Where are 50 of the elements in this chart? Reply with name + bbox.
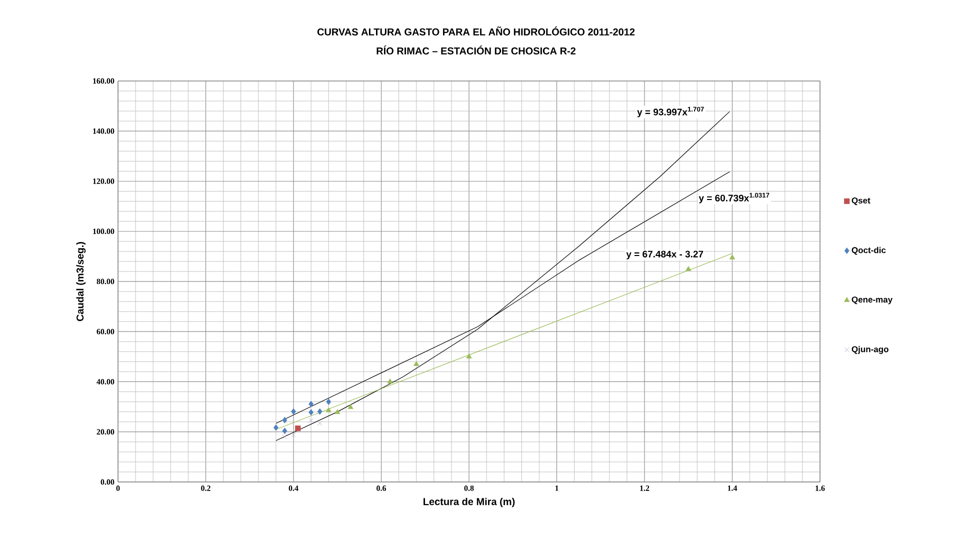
chart-subtitle: RÍO RIMAC – ESTACIÓN DE CHOSICA R-2 xyxy=(376,46,576,54)
y-tick-label: 80.00 xyxy=(96,278,114,284)
annotation: y = 93.997x$^{1.707}$ xyxy=(637,106,704,118)
y-tick-label: 20.00 xyxy=(96,429,114,435)
annotation: y = 67.484x - 3.27 xyxy=(626,250,704,260)
point xyxy=(282,428,288,434)
legend-label: Qjun-ago xyxy=(852,346,888,354)
point xyxy=(291,432,296,438)
y-tick-label: 60.00 xyxy=(96,328,114,334)
point xyxy=(282,416,288,424)
chart-title: CURVAS ALTURA GASTO PARA EL AÑO HIDROLÓGICO 2011-2012 xyxy=(317,26,635,36)
x-tick-label: 0.2 xyxy=(201,486,210,491)
y-tick-label: 0.00 xyxy=(100,479,114,485)
y-tick-label: 40.00 xyxy=(96,379,114,384)
point xyxy=(291,408,296,415)
point xyxy=(466,353,472,358)
legend-label: Qoct-dic xyxy=(852,246,886,255)
x-tick-label: 0 xyxy=(116,486,120,491)
point xyxy=(348,404,354,409)
y-tick-label: 100.00 xyxy=(93,228,114,234)
point xyxy=(295,426,301,432)
legend-label: Qene-may xyxy=(852,296,893,304)
x-axis-title: Lectura de Mira (m) xyxy=(424,498,515,508)
point xyxy=(414,360,420,366)
x-tick-label: 1 xyxy=(555,486,558,491)
annotation: y = 60.739x$^{1.0317}$ xyxy=(698,192,770,204)
point xyxy=(308,400,314,408)
point xyxy=(334,409,340,414)
point xyxy=(729,254,736,260)
legend-label: Qset xyxy=(852,197,870,206)
point xyxy=(326,398,332,405)
point xyxy=(686,266,692,271)
x-tick-label: 0.6 xyxy=(376,486,386,491)
point xyxy=(317,408,322,415)
point xyxy=(274,424,278,431)
x-tick-label: 0.4 xyxy=(288,486,298,491)
x-tick-label: 0.8 xyxy=(464,486,474,491)
point xyxy=(387,378,393,384)
point xyxy=(308,409,314,416)
y-tick-label: 140.00 xyxy=(93,128,114,134)
y-axis-title: Caudal (m3/seg.) xyxy=(76,242,86,322)
x-tick-label: 1.2 xyxy=(640,486,650,491)
x-tick-label: 1.6 xyxy=(816,486,825,491)
y-tick-label: 120.00 xyxy=(93,178,114,184)
point xyxy=(317,420,322,426)
y-tick-label: 160.00 xyxy=(93,78,114,84)
x-tick-label: 1.4 xyxy=(728,486,738,491)
point xyxy=(282,434,288,440)
point xyxy=(326,407,332,412)
point xyxy=(308,418,314,424)
